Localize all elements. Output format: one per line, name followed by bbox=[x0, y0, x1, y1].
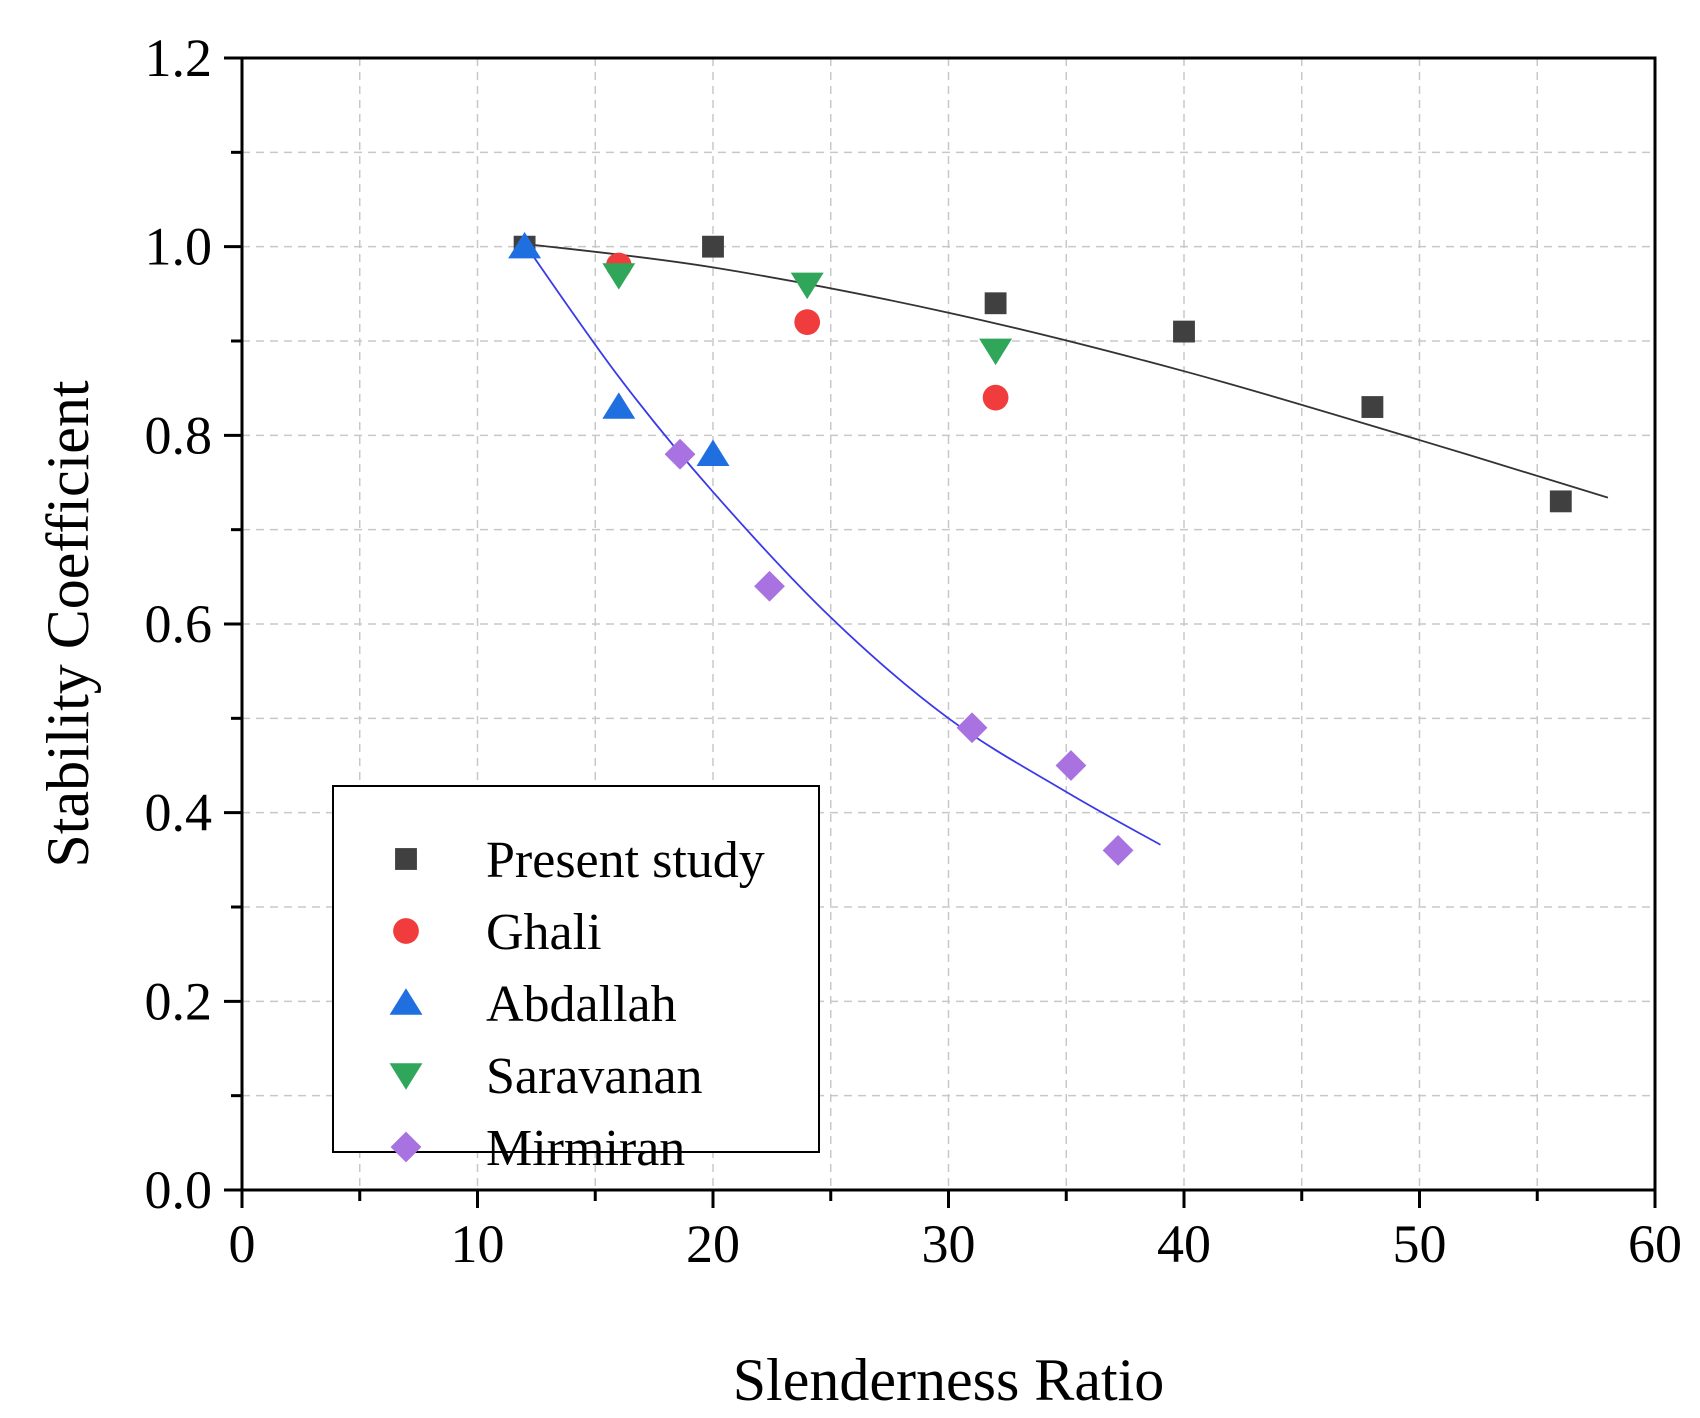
present-study-point bbox=[984, 292, 1007, 315]
y-axis-title: Stability Coefficient bbox=[35, 380, 101, 867]
legend-marker-saravanan bbox=[389, 1063, 423, 1090]
x-axis-title: Slenderness Ratio bbox=[733, 1347, 1165, 1413]
legend: Present study Ghali Abdallah Saravanan Mirmi… bbox=[332, 785, 820, 1177]
legend-item-saravanan: Saravanan bbox=[389, 1048, 703, 1105]
x-tick-label: 40 bbox=[1157, 1214, 1211, 1274]
x-tick-label: 30 bbox=[922, 1214, 976, 1274]
legend-label-abdallah: Abdallah bbox=[486, 976, 677, 1033]
mirmiran-point bbox=[664, 438, 696, 470]
series-abdallah bbox=[508, 231, 730, 466]
saravanan-point bbox=[790, 272, 824, 300]
legend-label-ghali: Ghali bbox=[486, 904, 602, 961]
legend-label-saravanan: Saravanan bbox=[486, 1048, 703, 1105]
x-tick-label: 10 bbox=[451, 1214, 505, 1274]
trend-line-2 bbox=[523, 243, 1161, 846]
series-saravanan bbox=[602, 263, 1013, 366]
legend-marker-present-study bbox=[395, 848, 417, 870]
legend-marker-ghali bbox=[393, 918, 419, 944]
trend-lines bbox=[523, 242, 1609, 846]
abdallah-point bbox=[696, 439, 730, 466]
ghali-point bbox=[794, 309, 821, 336]
legend-item-present-study: Present study bbox=[395, 832, 765, 889]
y-tick-label: 0.8 bbox=[145, 405, 213, 465]
present-study-point bbox=[1549, 490, 1572, 513]
x-tick-label: 60 bbox=[1628, 1214, 1682, 1274]
y-tick-label: 1.2 bbox=[145, 28, 213, 88]
legend-box bbox=[332, 785, 820, 1153]
y-tick-label: 0.0 bbox=[145, 1160, 213, 1220]
axis-ticks bbox=[224, 56, 1657, 1208]
y-tick-label: 0.4 bbox=[145, 783, 213, 843]
trend-line-1 bbox=[524, 242, 1609, 499]
series-mirmiran bbox=[664, 438, 1134, 866]
legend-marker-abdallah bbox=[389, 988, 423, 1015]
data-points bbox=[508, 231, 1572, 866]
x-tick-label: 50 bbox=[1393, 1214, 1447, 1274]
legend-label-mirmiran: Mirmiran bbox=[486, 1120, 685, 1177]
present-study-point bbox=[1361, 396, 1384, 418]
abdallah-point bbox=[602, 392, 636, 419]
legend-item-mirmiran: Mirmiran bbox=[390, 1120, 685, 1177]
legend-marker-mirmiran bbox=[390, 1131, 422, 1163]
present-study-point bbox=[1173, 320, 1195, 343]
legend-item-abdallah: Abdallah bbox=[389, 976, 677, 1033]
present-study-point bbox=[702, 235, 724, 258]
mirmiran-point bbox=[1055, 750, 1087, 781]
y-tick-label: 1.0 bbox=[145, 217, 213, 277]
y-tick-label: 0.6 bbox=[145, 594, 213, 654]
series-present-study bbox=[513, 235, 1572, 513]
saravanan-point bbox=[979, 338, 1013, 366]
mirmiran-point bbox=[1102, 835, 1134, 866]
mirmiran-point bbox=[754, 570, 785, 602]
y-tick-label: 0.2 bbox=[145, 971, 213, 1031]
mirmiran-point bbox=[956, 712, 988, 744]
legend-label-present-study: Present study bbox=[486, 832, 765, 889]
abdallah-point bbox=[508, 231, 542, 259]
x-tick-label: 0 bbox=[229, 1214, 256, 1274]
ghali-point bbox=[982, 384, 1009, 411]
x-tick-label: 20 bbox=[686, 1214, 740, 1274]
legend-item-ghali: Ghali bbox=[393, 904, 602, 961]
tick-labels: 0 10 20 30 40 50 60 0.0 0.2 0.4 0.6 0.8 1.0 1.2 bbox=[145, 28, 1683, 1274]
saravanan-point bbox=[602, 263, 636, 290]
